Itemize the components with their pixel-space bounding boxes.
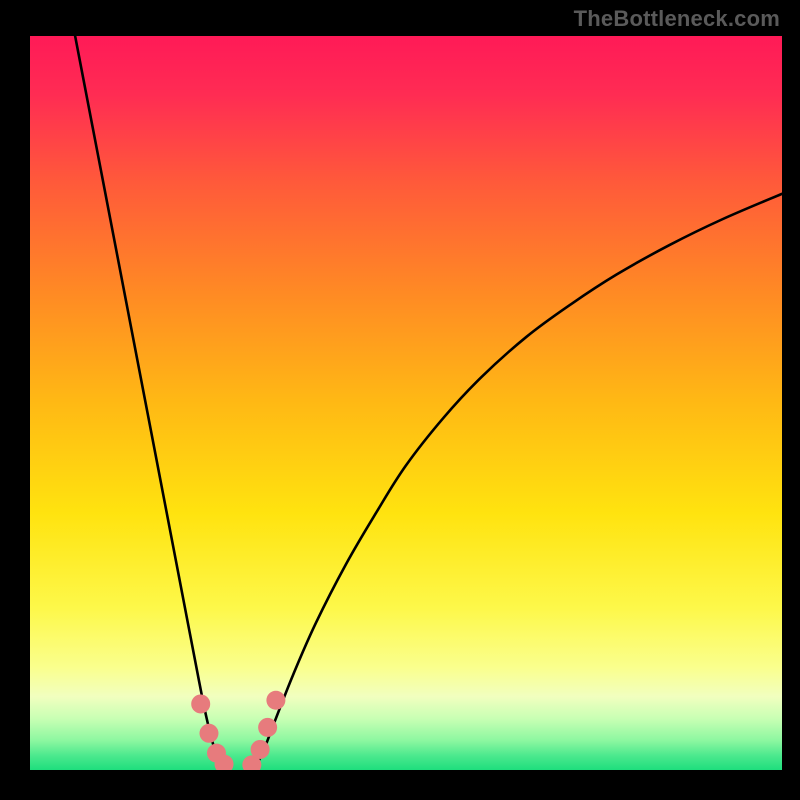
plot-area [30, 36, 782, 770]
curve-marker [199, 724, 218, 743]
curve-marker [258, 718, 277, 737]
curve-marker [266, 691, 285, 710]
chart-frame: TheBottleneck.com [0, 0, 800, 800]
curve-marker [191, 694, 210, 713]
curve-marker [251, 740, 270, 759]
left-curve [75, 36, 222, 766]
right-curve [256, 194, 782, 767]
watermark-text: TheBottleneck.com [574, 6, 780, 32]
curve-layer [30, 36, 782, 770]
